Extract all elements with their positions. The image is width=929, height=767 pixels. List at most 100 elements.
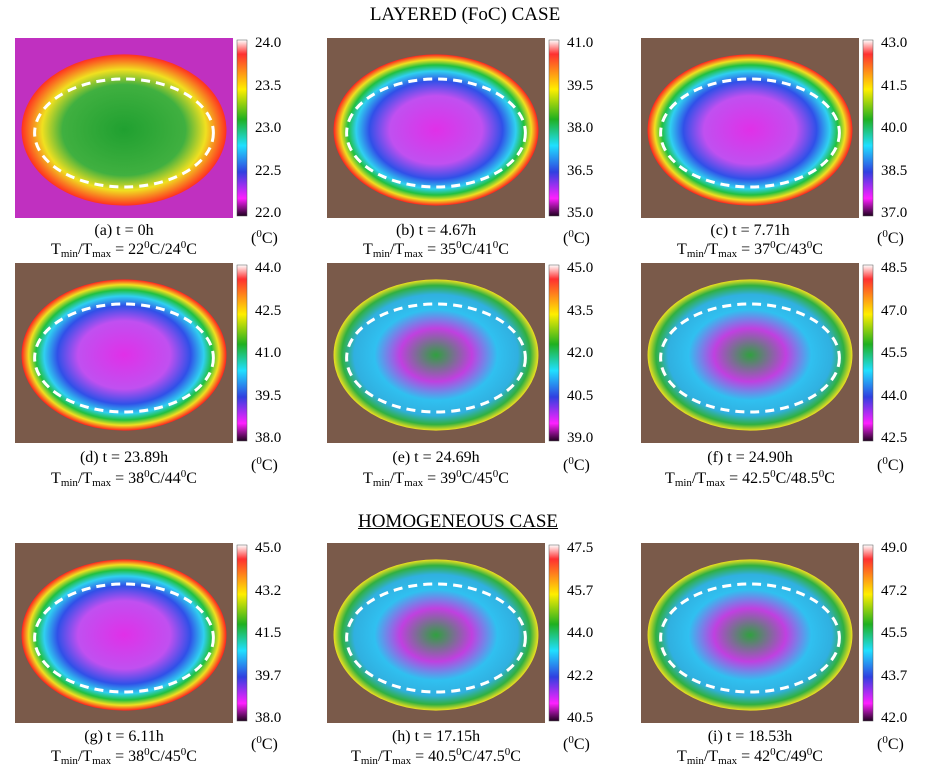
tmax: 48.5 [791,470,819,487]
colorbar-unit: (0C) [877,457,904,475]
unit: C [498,470,509,487]
symbol: T [677,748,687,765]
colorbar-tick-label: 35.0 [567,204,593,222]
colorbar-tick-label: 43.7 [881,667,907,685]
subscript: max [404,248,423,260]
thermal-field [22,559,227,710]
colorbar-tick-label: 47.2 [881,582,907,600]
temperature-range: Tmin/Tmax = 220C/240C [51,241,197,259]
equals: = [427,470,436,487]
tmin: 40.5 [428,748,456,765]
unit: C [150,470,161,487]
symbol: T [82,241,92,258]
temperature-range: Tmin/Tmax = 390C/450C [363,470,509,488]
unit: C [574,457,585,474]
colorbar-tick-label: 39.5 [567,77,593,95]
paren: ) [273,736,278,753]
unit: C [150,241,161,258]
thermal-field [334,54,539,205]
unit: C [574,230,585,247]
symbol: T [708,241,718,258]
subscript: max [392,755,411,767]
unit: C [262,457,273,474]
colorbar [237,545,247,721]
subscript: min [687,248,704,260]
symbol: T [51,241,61,258]
tmax: 44 [165,470,181,487]
colorbar-tick-label: 44.0 [567,624,593,642]
unit: C [776,748,787,765]
colorbar-unit: (0C) [563,736,590,754]
thermal-field [22,54,227,205]
tmin: 35 [440,241,456,258]
paren: ) [899,736,904,753]
subscript: max [92,248,111,260]
tmax: 43 [791,241,807,258]
colorbar-tick-label: 40.0 [881,119,907,137]
colorbar-tick-label: 47.5 [567,539,593,557]
colorbar-tick-label: 36.5 [567,162,593,180]
colorbar [863,545,873,721]
colorbar-tick-label: 45.0 [255,539,281,557]
figure-title: LAYERED (FoC) CASE [370,6,560,24]
colorbar-unit: (0C) [251,230,278,248]
unit: C [150,748,161,765]
thermal-field [648,559,853,710]
paren: ) [585,457,590,474]
unit: C [186,241,197,258]
colorbar-unit: (0C) [251,457,278,475]
equals: = [427,241,436,258]
temperature-range: Tmin/Tmax = 420C/490C [677,748,823,766]
subscript: min [675,477,692,489]
colorbar-tick-label: 42.2 [567,667,593,685]
colorbar-tick-label: 22.5 [255,162,281,180]
symbol: T [51,748,61,765]
panel-caption: (f) t = 24.90h [707,449,792,467]
symbol: T [351,748,361,765]
colorbar-tick-label: 49.0 [881,539,907,557]
symbol: T [382,748,392,765]
symbol: T [82,470,92,487]
unit: C [888,230,899,247]
colorbar [237,265,247,441]
colorbar-unit: (0C) [563,230,590,248]
equals: = [115,470,124,487]
equals: = [415,748,424,765]
panel-caption: (c) t = 7.71h [710,222,789,240]
unit: C [462,241,473,258]
panel-caption: (b) t = 4.67h [396,222,476,240]
unit: C [888,736,899,753]
colorbar-unit: (0C) [251,736,278,754]
thermal-field [648,54,853,205]
colorbar-tick-label: 39.7 [255,667,281,685]
temperature-range: Tmin/Tmax = 380C/450C [51,748,197,766]
subscript: min [61,248,78,260]
colorbar-tick-label: 43.0 [881,34,907,52]
colorbar [549,40,559,216]
colorbar [549,545,559,721]
colorbar-tick-label: 48.5 [881,259,907,277]
colorbar-tick-label: 41.0 [567,34,593,52]
symbol: T [696,470,706,487]
tmin: 37 [754,241,770,258]
colorbar-tick-label: 44.0 [255,259,281,277]
unit: C [812,748,823,765]
tmin: 22 [128,241,144,258]
panel-caption: (e) t = 24.69h [392,449,479,467]
unit: C [262,736,273,753]
thermal-field [334,279,539,430]
equals: = [115,748,124,765]
colorbar-tick-label: 24.0 [255,34,281,52]
colorbar [549,265,559,441]
unit: C [574,736,585,753]
unit: C [262,230,273,247]
symbol: T [51,470,61,487]
colorbar-tick-label: 42.0 [881,709,907,727]
unit: C [888,457,899,474]
colorbar-tick-label: 45.5 [881,624,907,642]
unit: C [824,470,835,487]
tmax: 47.5 [477,748,505,765]
paren: ) [899,230,904,247]
unit: C [186,470,197,487]
colorbar [863,40,873,216]
